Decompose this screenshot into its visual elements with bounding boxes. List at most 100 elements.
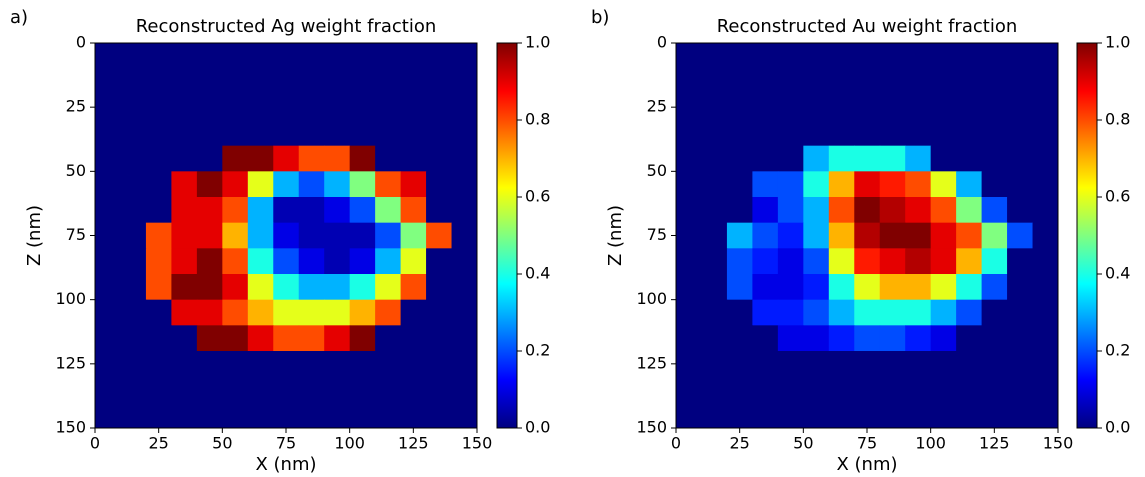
heatmap-cell bbox=[777, 94, 804, 121]
heatmap-cell bbox=[854, 68, 881, 95]
heatmap-cell bbox=[726, 248, 753, 275]
x-tick-label: 0 bbox=[671, 434, 681, 453]
heatmap-cell bbox=[95, 43, 121, 70]
heatmap-cell bbox=[426, 43, 453, 70]
heatmap-cell bbox=[905, 376, 932, 403]
heatmap-cell bbox=[1007, 325, 1034, 352]
heatmap-cell bbox=[752, 94, 779, 121]
heatmap-cell bbox=[298, 402, 325, 429]
heatmap-cell bbox=[298, 325, 325, 352]
heatmap-cell bbox=[905, 120, 932, 147]
heatmap-cell bbox=[247, 402, 274, 429]
heatmap-cell bbox=[451, 94, 478, 121]
heatmap-cell bbox=[777, 376, 804, 403]
heatmap-cell bbox=[828, 94, 855, 121]
y-tick-label: 75 bbox=[647, 225, 667, 244]
heatmap-cell bbox=[349, 274, 376, 301]
heatmap-cell bbox=[981, 120, 1008, 147]
heatmap-cell bbox=[1032, 145, 1059, 172]
heatmap-cell bbox=[375, 402, 402, 429]
heatmap-cell bbox=[726, 299, 753, 326]
heatmap-cell bbox=[752, 171, 779, 198]
heatmap-cell bbox=[956, 222, 983, 249]
heatmap-cell bbox=[426, 145, 453, 172]
heatmap-cell bbox=[930, 376, 957, 403]
heatmap-cell bbox=[726, 402, 753, 429]
heatmap-cell bbox=[879, 274, 906, 301]
heatmap-cell bbox=[196, 222, 223, 249]
heatmap-cell bbox=[95, 299, 121, 326]
heatmap-cell bbox=[1007, 43, 1034, 70]
heatmap-cell bbox=[196, 274, 223, 301]
y-tick-label: 125 bbox=[636, 353, 667, 372]
heatmap-cell bbox=[752, 402, 779, 429]
heatmap-cell bbox=[95, 171, 121, 198]
heatmap-cell bbox=[676, 120, 702, 147]
heatmap-cell bbox=[349, 120, 376, 147]
heatmap-cell bbox=[981, 351, 1008, 378]
heatmap-cell bbox=[930, 402, 957, 429]
heatmap-cell bbox=[145, 402, 172, 429]
heatmap-cell bbox=[803, 299, 830, 326]
heatmap-cell bbox=[803, 351, 830, 378]
heatmap-cell bbox=[854, 145, 881, 172]
heatmap-cell bbox=[752, 145, 779, 172]
heatmap-cell bbox=[400, 43, 427, 70]
heatmap-cell bbox=[375, 222, 402, 249]
heatmap-cell bbox=[777, 171, 804, 198]
heatmap-cell bbox=[879, 197, 906, 224]
panel-label: b) bbox=[591, 7, 609, 28]
heatmap-cell bbox=[349, 94, 376, 121]
heatmap-cell bbox=[676, 376, 702, 403]
colorbar-tick-label: 0.2 bbox=[525, 341, 550, 360]
heatmap-cell bbox=[222, 299, 249, 326]
heatmap-cell bbox=[400, 248, 427, 275]
colorbar bbox=[1076, 42, 1098, 429]
heatmap-cell bbox=[701, 222, 728, 249]
heatmap-cell bbox=[349, 222, 376, 249]
heatmap-cell bbox=[375, 248, 402, 275]
heatmap-cell bbox=[298, 351, 325, 378]
heatmap-cell bbox=[426, 351, 453, 378]
heatmap-cell bbox=[981, 376, 1008, 403]
heatmap-cell bbox=[828, 197, 855, 224]
heatmap-cell bbox=[930, 248, 957, 275]
heatmap-cell bbox=[956, 351, 983, 378]
heatmap-cell bbox=[701, 120, 728, 147]
heatmap-cell bbox=[1032, 402, 1059, 429]
heatmap-cell bbox=[145, 171, 172, 198]
heatmap-cell bbox=[701, 299, 728, 326]
heatmap-cell bbox=[196, 376, 223, 403]
heatmap-cell bbox=[854, 376, 881, 403]
heatmap-cell bbox=[375, 94, 402, 121]
heatmap-cell bbox=[854, 222, 881, 249]
heatmap-cell bbox=[171, 274, 198, 301]
heatmap-cell bbox=[95, 376, 121, 403]
heatmap-cell bbox=[324, 43, 351, 70]
heatmap-cell bbox=[375, 351, 402, 378]
heatmap-cell bbox=[803, 171, 830, 198]
heatmap-cell bbox=[273, 402, 300, 429]
heatmap-cell bbox=[956, 325, 983, 352]
heatmap-cell bbox=[400, 171, 427, 198]
heatmap-cell bbox=[273, 68, 300, 95]
heatmap-cell bbox=[828, 325, 855, 352]
heatmap-cell bbox=[247, 171, 274, 198]
heatmap-cell bbox=[349, 197, 376, 224]
heatmap-cell bbox=[222, 402, 249, 429]
heatmap-cell bbox=[879, 171, 906, 198]
heatmap-cell bbox=[298, 145, 325, 172]
heatmap-cell bbox=[752, 299, 779, 326]
heatmap-cell bbox=[324, 351, 351, 378]
heatmap-cell bbox=[324, 94, 351, 121]
heatmap-cell bbox=[426, 94, 453, 121]
colorbar-tick-label: 1.0 bbox=[1105, 33, 1130, 52]
heatmap-cell bbox=[375, 68, 402, 95]
heatmap-cell bbox=[1032, 222, 1059, 249]
heatmap-cell bbox=[273, 43, 300, 70]
heatmap-cell bbox=[701, 248, 728, 275]
heatmap-cell bbox=[426, 402, 453, 429]
y-tick-label: 50 bbox=[647, 161, 667, 180]
heatmap-cell bbox=[956, 43, 983, 70]
